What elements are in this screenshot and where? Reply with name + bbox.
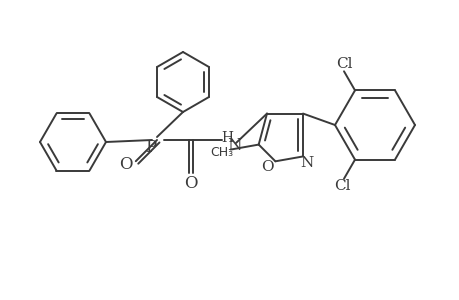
Text: Cl: Cl [333,179,349,193]
Text: O: O [119,156,132,173]
Text: H: H [220,131,233,145]
Text: N: N [226,136,241,154]
Text: O: O [184,175,197,191]
Text: O: O [261,160,273,174]
Text: CH₃: CH₃ [210,146,233,159]
Text: N: N [300,156,313,170]
Text: Cl: Cl [335,57,352,71]
Text: P: P [145,139,156,155]
